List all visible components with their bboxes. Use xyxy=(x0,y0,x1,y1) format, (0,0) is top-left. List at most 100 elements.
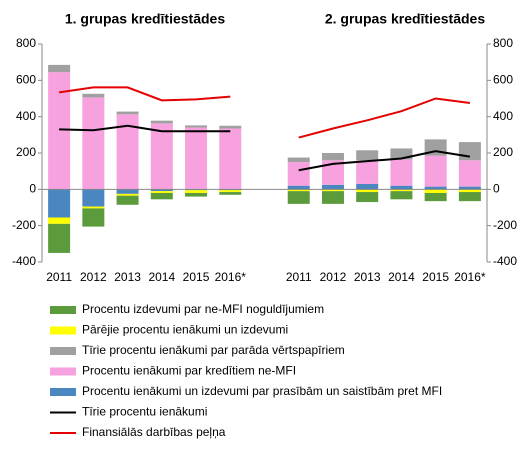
bar-segment xyxy=(458,160,481,187)
bar-segment xyxy=(356,150,379,161)
bar-segment xyxy=(219,190,242,193)
legend-swatch xyxy=(50,367,76,376)
bar-segment xyxy=(424,155,447,187)
x-tick-label: 2011 xyxy=(46,270,72,284)
bar-segment xyxy=(116,195,139,205)
bar-segment xyxy=(424,189,447,193)
bar-segment xyxy=(185,192,208,197)
x-tick-label: 2015 xyxy=(422,270,449,284)
legend-label: Finansiālās darbības peļņa xyxy=(82,425,226,439)
x-tick-label: 2011 xyxy=(286,270,312,284)
y-tick-label: 400 xyxy=(16,109,36,123)
line-series xyxy=(58,86,471,139)
bar-segment xyxy=(82,93,105,98)
x-tick-label: 2016* xyxy=(454,270,486,284)
bar-segment xyxy=(424,192,447,202)
bar-segment xyxy=(219,128,242,190)
bar-segment xyxy=(150,192,173,200)
legend-swatch xyxy=(50,326,76,335)
bar-segment xyxy=(321,189,344,192)
y2-tick-label: 200 xyxy=(493,145,513,159)
bar-segment xyxy=(150,123,173,190)
y2-tick-label: 0 xyxy=(493,182,500,196)
bar-segment xyxy=(356,160,379,184)
bar-segment xyxy=(219,192,242,195)
bar-segment xyxy=(219,125,242,129)
bar-segment xyxy=(116,193,139,196)
bar-segment xyxy=(390,191,413,200)
bar-segment xyxy=(48,72,71,190)
bar-segment xyxy=(356,183,379,190)
bar-segment xyxy=(424,186,447,190)
bar-segment xyxy=(185,127,208,190)
legend-label: Pārējie procentu ienākumi un izdevumi xyxy=(82,323,288,337)
bar-segment xyxy=(185,125,208,128)
bar-segment xyxy=(185,190,208,193)
bar-segment xyxy=(321,153,344,161)
bar-segment xyxy=(48,189,71,218)
bar-segment xyxy=(82,208,105,227)
y-tick-label: -400 xyxy=(12,254,36,268)
group-title: 1. grupas kredītiestādes xyxy=(65,11,226,27)
x-tick-label: 2012 xyxy=(320,270,347,284)
x-tick-label: 2013 xyxy=(114,270,141,284)
bar-segment xyxy=(287,162,310,186)
bar-segment xyxy=(150,189,173,192)
bar-segment xyxy=(82,189,105,207)
bar-segment xyxy=(458,192,481,202)
bar-segment xyxy=(48,64,71,73)
x-tick-label: 2014 xyxy=(388,270,415,284)
bar-segment xyxy=(458,186,481,190)
bar-segment xyxy=(82,206,105,209)
bar-segment xyxy=(287,185,310,190)
y2-tick-label: 600 xyxy=(493,73,513,87)
legend-label: Procentu izdevumi par ne-MFI noguldījumi… xyxy=(82,302,324,316)
x-tick-label: 2014 xyxy=(148,270,175,284)
y2-tick-label: -200 xyxy=(493,218,517,232)
legend-label: Procentu ienākumi un izdevumi par prasīb… xyxy=(82,384,442,398)
x-tick-label: 2012 xyxy=(80,270,107,284)
group-title: 2. grupas kredītiestādes xyxy=(325,11,486,27)
bar-segment xyxy=(321,160,344,185)
bar-segment xyxy=(390,159,413,186)
x-tick-label: 2016* xyxy=(215,270,247,284)
legend-label: Tīrie procentu ienākumi xyxy=(82,405,207,419)
bar-segment xyxy=(458,142,481,161)
bar-segment xyxy=(390,185,413,190)
bar-segment xyxy=(287,191,310,204)
bar-segment xyxy=(48,217,71,224)
y-tick-label: 600 xyxy=(16,73,36,87)
legend-label: Tīrie procentu ienākumi par parāda vērts… xyxy=(82,343,345,357)
legend-swatch xyxy=(50,347,76,355)
y-tick-label: 0 xyxy=(29,182,36,196)
legend-swatch xyxy=(50,306,76,314)
bar-segment xyxy=(48,223,71,253)
bar-segment xyxy=(458,189,481,193)
bar-segment xyxy=(150,191,173,193)
y2-tick-label: 400 xyxy=(493,109,513,123)
y2-tick-label: -400 xyxy=(493,254,517,268)
bar-segment xyxy=(356,192,379,203)
y-tick-label: 800 xyxy=(16,36,36,50)
legend-label: Procentu ienākumi par kredītiem ne-MFI xyxy=(82,364,296,378)
x-tick-label: 2013 xyxy=(354,270,381,284)
bar-segment xyxy=(390,189,413,192)
bar-segment xyxy=(390,148,413,160)
bar-segment xyxy=(150,120,173,124)
bar-segment xyxy=(287,189,310,192)
y-tick-label: -200 xyxy=(12,218,36,232)
bar-segment xyxy=(116,111,139,115)
x-tick-label: 2015 xyxy=(183,270,210,284)
bar-segment xyxy=(356,189,379,193)
bar-segment xyxy=(116,114,139,190)
line-series xyxy=(59,124,471,172)
bar-segment xyxy=(321,191,344,204)
y2-tick-label: 800 xyxy=(493,36,513,50)
legend-swatch xyxy=(50,388,76,396)
bar-segment xyxy=(321,184,344,190)
bar-segment xyxy=(82,97,105,190)
bar-segment xyxy=(116,189,139,194)
bar-segment xyxy=(287,157,310,163)
y-tick-label: 200 xyxy=(16,145,36,159)
